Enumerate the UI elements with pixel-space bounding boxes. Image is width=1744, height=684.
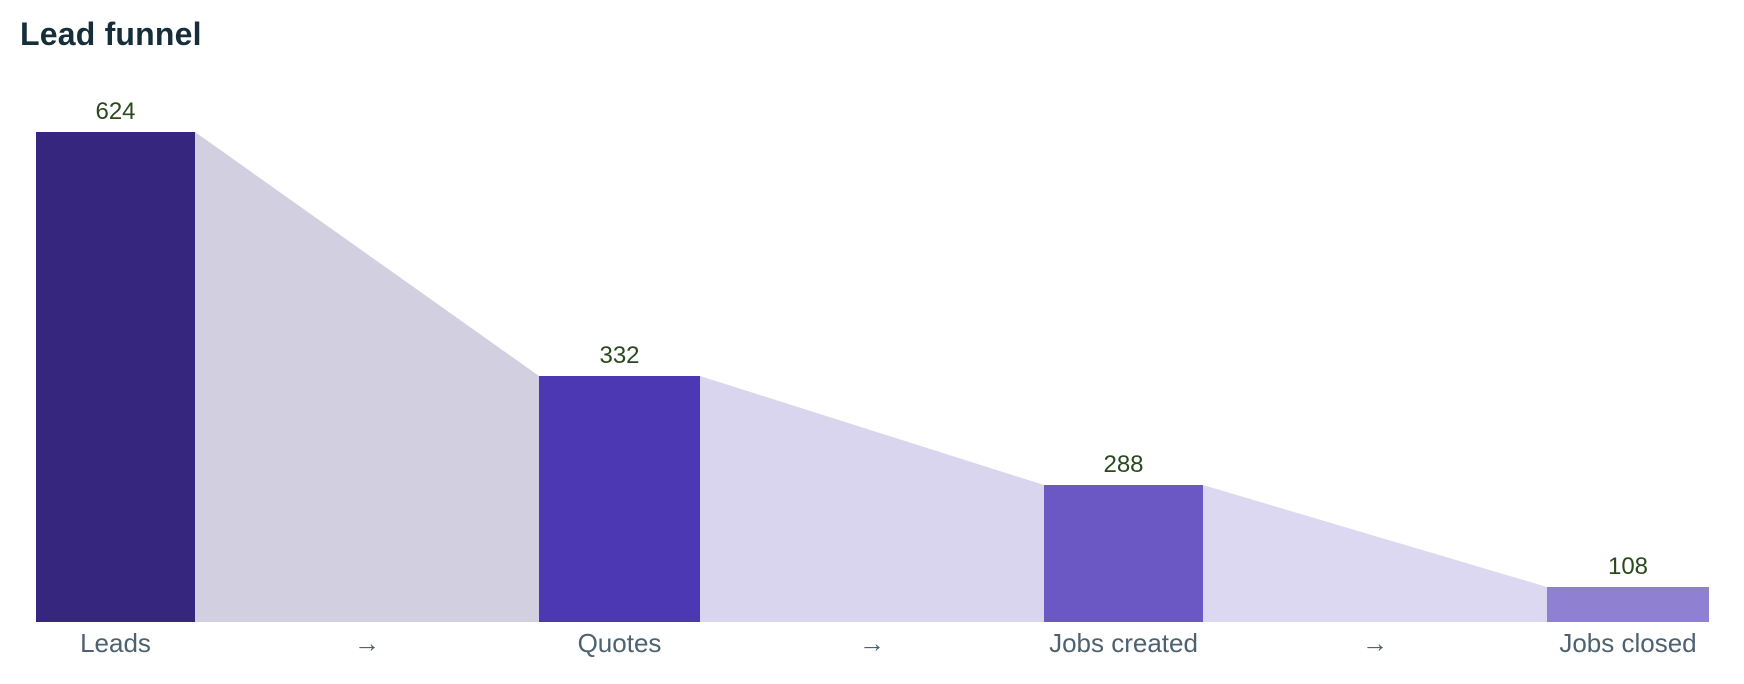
chart-title: Lead funnel [20,16,202,52]
funnel-bar-jobs-closed [1547,587,1709,622]
funnel-bar-quotes [539,376,700,622]
funnel-value-leads: 624 [95,98,136,125]
funnel-connector [195,132,539,622]
funnel-value-jobs-closed: 108 [1607,553,1649,580]
funnel-label-leads: Leads [80,628,151,658]
funnel-label-jobs-closed: Jobs closed [1559,628,1697,658]
arrow-right-icon: → [859,628,885,658]
funnel-bar-leads [36,132,195,622]
funnel-value-quotes: 332 [599,342,640,369]
funnel-value-jobs-created: 288 [1103,451,1144,478]
arrow-right-icon: → [354,628,380,658]
funnel-label-quotes: Quotes [577,628,662,658]
arrow-right-icon: → [1362,628,1388,658]
funnel-bar-jobs-created [1044,485,1203,622]
funnel-connector [1203,485,1547,622]
funnel-label-jobs-created: Jobs created [1049,628,1198,658]
funnel-connector [700,376,1044,622]
